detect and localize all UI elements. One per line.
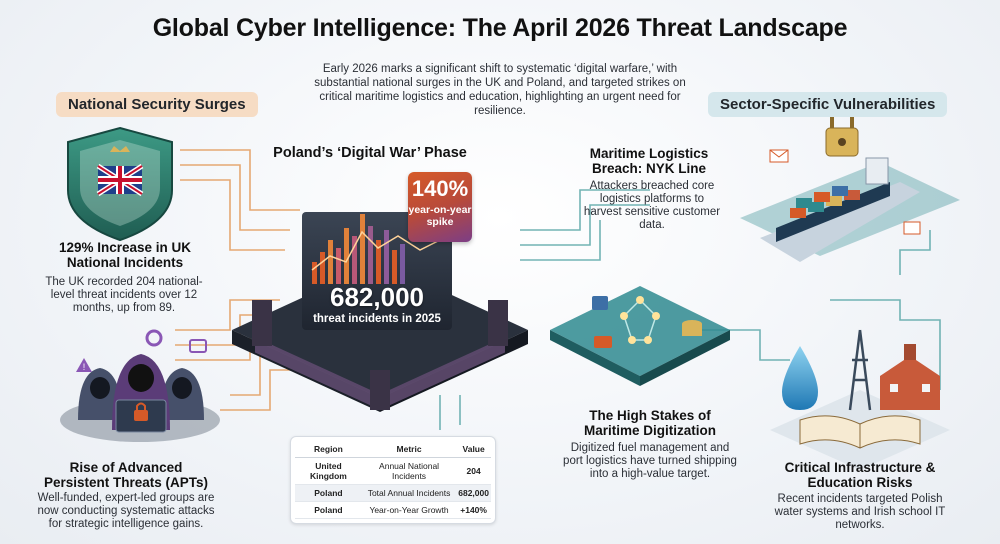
table-cell-region: Poland bbox=[295, 501, 362, 519]
apt-heading: Rise of Advanced Persistent Threats (APT… bbox=[43, 460, 209, 490]
table-header-row: Region Metric Value bbox=[295, 441, 491, 458]
infrastructure-heading: Critical Infrastructure & Education Risk… bbox=[784, 460, 936, 490]
table-header-value: Value bbox=[456, 441, 491, 458]
infrastructure-icon bbox=[770, 329, 950, 470]
digitization-body: Digitized fuel management and port logis… bbox=[563, 442, 737, 480]
maritime-heading: Maritime Logistics Breach: NYK Line bbox=[589, 146, 709, 176]
bar-spike-graphic bbox=[312, 214, 405, 284]
page-title: Global Cyber Intelligence: The April 202… bbox=[152, 14, 848, 42]
growth-badge: 140% year-on-year spike bbox=[408, 172, 472, 242]
maritime-body: Attackers breached core logistics platfo… bbox=[583, 180, 721, 231]
poland-heading: Poland’s ‘Digital War’ Phase bbox=[273, 145, 467, 161]
table-cell-value: 682,000 bbox=[456, 484, 491, 502]
uk-shield-icon bbox=[67, 126, 173, 242]
growth-badge-percent: 140% bbox=[411, 176, 469, 201]
cargo-ship-icon bbox=[740, 107, 960, 262]
growth-badge-caption: year-on-year spike bbox=[408, 204, 472, 228]
section-label-national: National Security Surges bbox=[56, 92, 258, 117]
table-cell-metric: Total Annual Incidents bbox=[361, 484, 457, 502]
table-cell-region: Poland bbox=[295, 484, 362, 502]
hacker-figures-icon: ! bbox=[60, 329, 220, 442]
section-label-sector: Sector-Specific Vulnerabilities bbox=[708, 92, 948, 117]
poland-big-caption: threat incidents in 2025 bbox=[313, 313, 441, 325]
table-header-region: Region bbox=[295, 441, 362, 458]
table-cell-region: United Kingdom bbox=[295, 457, 362, 485]
poland-big-number: 682,000 bbox=[330, 282, 424, 312]
table-row: Poland Year-on-Year Growth +140% bbox=[295, 501, 491, 519]
table-cell-metric: Year-on-Year Growth bbox=[361, 501, 457, 519]
infrastructure-body: Recent incidents targeted Polish water s… bbox=[774, 493, 946, 531]
intro-text: Early 2026 marks a significant shift to … bbox=[314, 63, 686, 117]
digital-platform-icon bbox=[550, 286, 730, 386]
svg-text:!: ! bbox=[83, 362, 86, 372]
uk-heading: 129% Increase in UK National Incidents bbox=[58, 240, 192, 270]
table-cell-value: +140% bbox=[456, 501, 491, 519]
table-cell-metric: Annual National Incidents bbox=[361, 457, 457, 485]
apt-body: Well-funded, expert-led groups are now c… bbox=[37, 492, 215, 530]
digitization-heading: The High Stakes of Maritime Digitization bbox=[583, 408, 716, 438]
table-row: United Kingdom Annual National Incidents… bbox=[295, 457, 491, 485]
table-cell-value: 204 bbox=[456, 457, 491, 485]
stats-table: Region Metric Value United Kingdom Annua… bbox=[290, 436, 496, 524]
uk-body: The UK recorded 204 national-level threa… bbox=[45, 276, 203, 314]
table-header-metric: Metric bbox=[361, 441, 457, 458]
table-row: Poland Total Annual Incidents 682,000 bbox=[295, 484, 491, 502]
